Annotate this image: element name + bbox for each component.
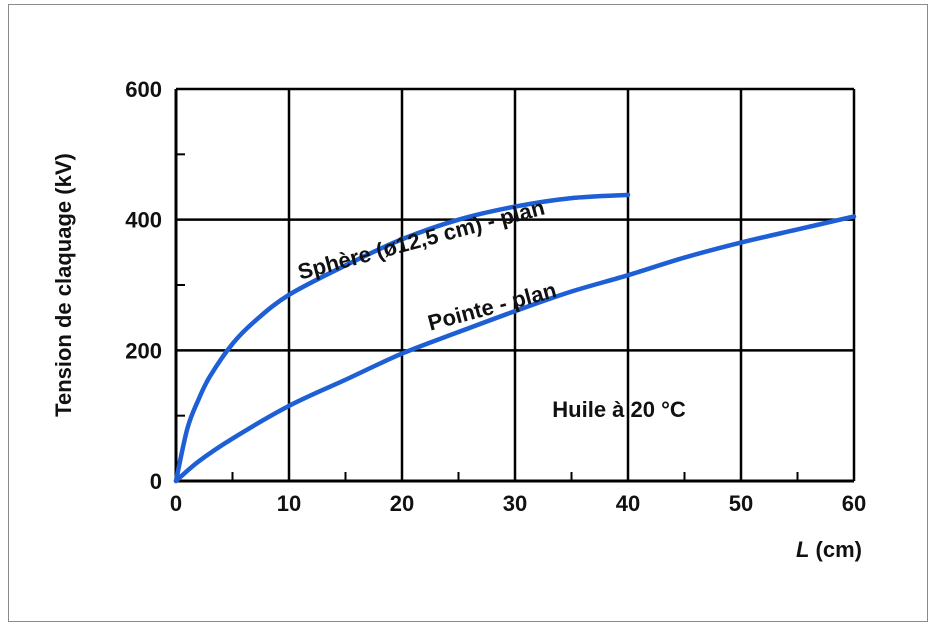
chart-frame: 0 10 20 30 40 50 60 0 200 400 600 Sphère (ø12,5 c… [8, 4, 928, 622]
series-line-sphere-plan [173, 192, 631, 484]
series-label-sphere-plan: Sphère (ø12,5 cm) - plan [295, 195, 547, 285]
x-tick-label: 50 [729, 491, 753, 516]
y-tick-labels: 0 200 400 600 [125, 77, 162, 494]
series-lines [173, 192, 857, 484]
y-tick-label: 0 [150, 469, 162, 494]
x-axis-symbol: L [796, 537, 809, 562]
x-tick-labels: 0 10 20 30 40 50 60 [170, 491, 866, 516]
x-tick-label: 10 [277, 491, 301, 516]
annotation-oil-temperature: Huile à 20 °C [552, 397, 686, 422]
series-label-pointe-plan: Pointe - plan [425, 277, 559, 335]
y-tick-label: 400 [125, 208, 162, 233]
grid [176, 87, 856, 481]
y-axis-title: Tension de claquage (kV) [51, 153, 76, 417]
y-tick-label: 200 [125, 338, 162, 363]
minor-ticks [176, 153, 799, 481]
x-axis-unit: (cm) [809, 537, 862, 562]
breakdown-voltage-chart: 0 10 20 30 40 50 60 0 200 400 600 Sphère (ø12,5 c… [51, 77, 866, 562]
series-line-pointe-plan [173, 214, 857, 484]
x-tick-label: 0 [170, 491, 182, 516]
x-axis-title: L (cm) [796, 537, 862, 562]
x-tick-label: 20 [390, 491, 414, 516]
x-tick-label: 40 [616, 491, 640, 516]
x-tick-label: 30 [503, 491, 527, 516]
y-tick-label: 600 [125, 77, 162, 102]
x-tick-label: 60 [842, 491, 866, 516]
